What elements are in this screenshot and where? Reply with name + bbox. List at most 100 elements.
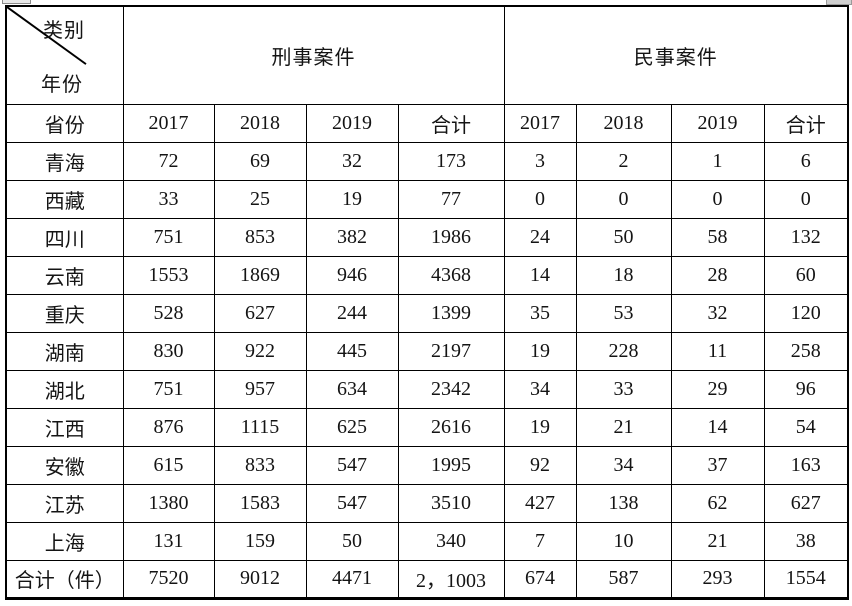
value-cell: 625 (305, 407, 399, 447)
value-cell: 258 (763, 331, 849, 371)
value-cell: 53 (575, 293, 672, 333)
total-column-header: 合计 (763, 103, 849, 143)
year-header-row: 省份 2017 2018 2019 合计 2017 2018 2019 合计 (5, 103, 849, 143)
table-row: 西藏 33 25 19 77 0 0 0 0 (5, 179, 849, 219)
value-cell: 163 (763, 445, 849, 485)
value-cell: 18 (575, 255, 672, 295)
criminal-cases-group-header: 刑事案件 (122, 5, 505, 105)
value-cell: 77 (397, 179, 505, 219)
value-cell: 34 (575, 445, 672, 485)
year-header: 2019 (305, 103, 399, 143)
value-cell: 1583 (213, 483, 307, 523)
value-cell: 0 (575, 179, 672, 219)
table-row: 重庆 528 627 244 1399 35 53 32 120 (5, 293, 849, 333)
value-cell: 14 (670, 407, 765, 447)
table-body: 类别 年份 刑事案件 民事案件 省份 2017 2018 2019 合计 201… (5, 5, 849, 599)
civil-cases-group-header: 民事案件 (503, 5, 849, 105)
value-cell: 54 (763, 407, 849, 447)
value-cell: 38 (763, 521, 849, 561)
value-cell: 382 (305, 217, 399, 257)
value-cell: 19 (503, 407, 577, 447)
year-header: 2019 (670, 103, 765, 143)
province-cell: 上海 (5, 521, 124, 561)
province-cell: 湖北 (5, 369, 124, 409)
value-cell: 4471 (305, 559, 399, 599)
value-cell: 21 (575, 407, 672, 447)
value-cell: 1 (670, 141, 765, 181)
table-row: 四川 751 853 382 1986 24 50 58 132 (5, 217, 849, 257)
year-header: 2017 (503, 103, 577, 143)
value-cell: 69 (213, 141, 307, 181)
value-cell: 922 (213, 331, 307, 371)
value-cell: 173 (397, 141, 505, 181)
value-cell: 957 (213, 369, 307, 409)
value-cell: 24 (503, 217, 577, 257)
value-cell: 2 (575, 141, 672, 181)
value-cell: 0 (763, 179, 849, 219)
value-cell: 3510 (397, 483, 505, 523)
table-row: 云南 1553 1869 946 4368 14 18 28 60 (5, 255, 849, 295)
value-cell: 7520 (122, 559, 215, 599)
value-cell: 132 (763, 217, 849, 257)
province-cell: 西藏 (5, 179, 124, 219)
value-cell: 62 (670, 483, 765, 523)
table-row: 青海 72 69 32 173 3 2 1 6 (5, 141, 849, 181)
value-cell: 228 (575, 331, 672, 371)
value-cell: 751 (122, 369, 215, 409)
value-cell: 131 (122, 521, 215, 561)
value-cell: 19 (503, 331, 577, 371)
value-cell: 33 (122, 179, 215, 219)
value-cell: 293 (670, 559, 765, 599)
value-cell: 1869 (213, 255, 307, 295)
province-cell: 江苏 (5, 483, 124, 523)
value-cell: 32 (670, 293, 765, 333)
value-cell: 1986 (397, 217, 505, 257)
value-cell: 4368 (397, 255, 505, 295)
province-cell: 四川 (5, 217, 124, 257)
value-cell: 244 (305, 293, 399, 333)
value-cell: 50 (575, 217, 672, 257)
value-cell: 627 (763, 483, 849, 523)
group-header-row: 类别 年份 刑事案件 民事案件 (5, 5, 849, 105)
value-cell: 120 (763, 293, 849, 333)
value-cell: 674 (503, 559, 577, 599)
value-cell: 876 (122, 407, 215, 447)
value-cell: 32 (305, 141, 399, 181)
table-row: 上海 131 159 50 340 7 10 21 38 (5, 521, 849, 561)
value-cell: 830 (122, 331, 215, 371)
table-row: 安徽 615 833 547 1995 92 34 37 163 (5, 445, 849, 485)
value-cell: 2，1003 (397, 559, 505, 599)
cases-by-province-table: 类别 年份 刑事案件 民事案件 省份 2017 2018 2019 合计 201… (5, 5, 849, 600)
value-cell: 751 (122, 217, 215, 257)
year-header: 2017 (122, 103, 215, 143)
value-cell: 11 (670, 331, 765, 371)
table-handle-fragment-left (2, 0, 31, 4)
value-cell: 25 (213, 179, 307, 219)
province-cell: 重庆 (5, 293, 124, 333)
table-row: 湖北 751 957 634 2342 34 33 29 96 (5, 369, 849, 409)
value-cell: 1553 (122, 255, 215, 295)
document-canvas: 类别 年份 刑事案件 民事案件 省份 2017 2018 2019 合计 201… (5, 5, 849, 600)
total-row-label-cell: 合计（件） (5, 559, 124, 599)
value-cell: 634 (305, 369, 399, 409)
value-cell: 138 (575, 483, 672, 523)
value-cell: 1554 (763, 559, 849, 599)
value-cell: 9012 (213, 559, 307, 599)
diagonal-divider-icon (7, 7, 87, 65)
table-row: 湖南 830 922 445 2197 19 228 11 258 (5, 331, 849, 371)
value-cell: 946 (305, 255, 399, 295)
value-cell: 1399 (397, 293, 505, 333)
corner-year-label: 年份 (41, 73, 83, 96)
province-column-header: 省份 (5, 103, 124, 143)
value-cell: 60 (763, 255, 849, 295)
value-cell: 58 (670, 217, 765, 257)
province-cell: 云南 (5, 255, 124, 295)
value-cell: 35 (503, 293, 577, 333)
value-cell: 1115 (213, 407, 307, 447)
value-cell: 28 (670, 255, 765, 295)
value-cell: 615 (122, 445, 215, 485)
table-row: 江西 876 1115 625 2616 19 21 14 54 (5, 407, 849, 447)
corner-header-cell: 类别 年份 (5, 5, 124, 105)
value-cell: 1995 (397, 445, 505, 485)
total-column-header: 合计 (397, 103, 505, 143)
